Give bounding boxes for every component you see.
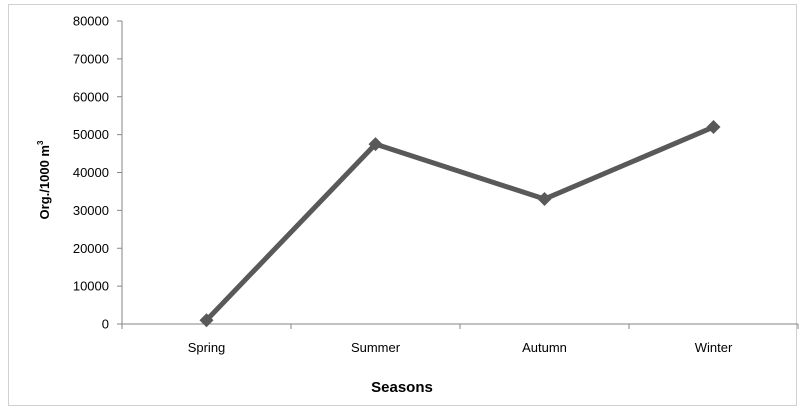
x-axis-ticks: Spring Summer Autumn Winter: [121, 324, 799, 355]
y-tick-label: 80000: [73, 14, 109, 29]
series-group: [199, 120, 721, 328]
data-point-marker: [537, 192, 552, 207]
chart-area: [8, 4, 797, 406]
x-tick-label: Summer: [351, 340, 401, 355]
y-axis-title: Org./1000 m3: [36, 140, 52, 219]
y-tick-label: 10000: [73, 279, 109, 294]
data-point-marker: [199, 313, 214, 328]
y-tick-label: 20000: [73, 241, 109, 256]
y-axis-ticks: 0 10000 20000 30000 40000 50000 60000 70000 8000…: [73, 14, 122, 332]
y-tick-label: 50000: [73, 127, 109, 142]
y-tick-label: 0: [102, 317, 109, 332]
y-axis-title-main: Org./1000 m: [37, 145, 52, 219]
y-tick-label: 30000: [73, 203, 109, 218]
x-tick-label: Winter: [695, 340, 733, 355]
y-tick-label: 40000: [73, 165, 109, 180]
data-point-marker: [706, 120, 721, 135]
y-tick-label: 60000: [73, 89, 109, 104]
data-point-marker: [368, 137, 383, 152]
x-tick-label: Spring: [188, 340, 226, 355]
y-tick-label: 70000: [73, 51, 109, 66]
y-axis-title-superscript: 3: [36, 140, 45, 145]
x-axis-title: Seasons: [371, 379, 433, 396]
x-tick-label: Autumn: [522, 340, 567, 355]
series-line: [204, 124, 716, 323]
